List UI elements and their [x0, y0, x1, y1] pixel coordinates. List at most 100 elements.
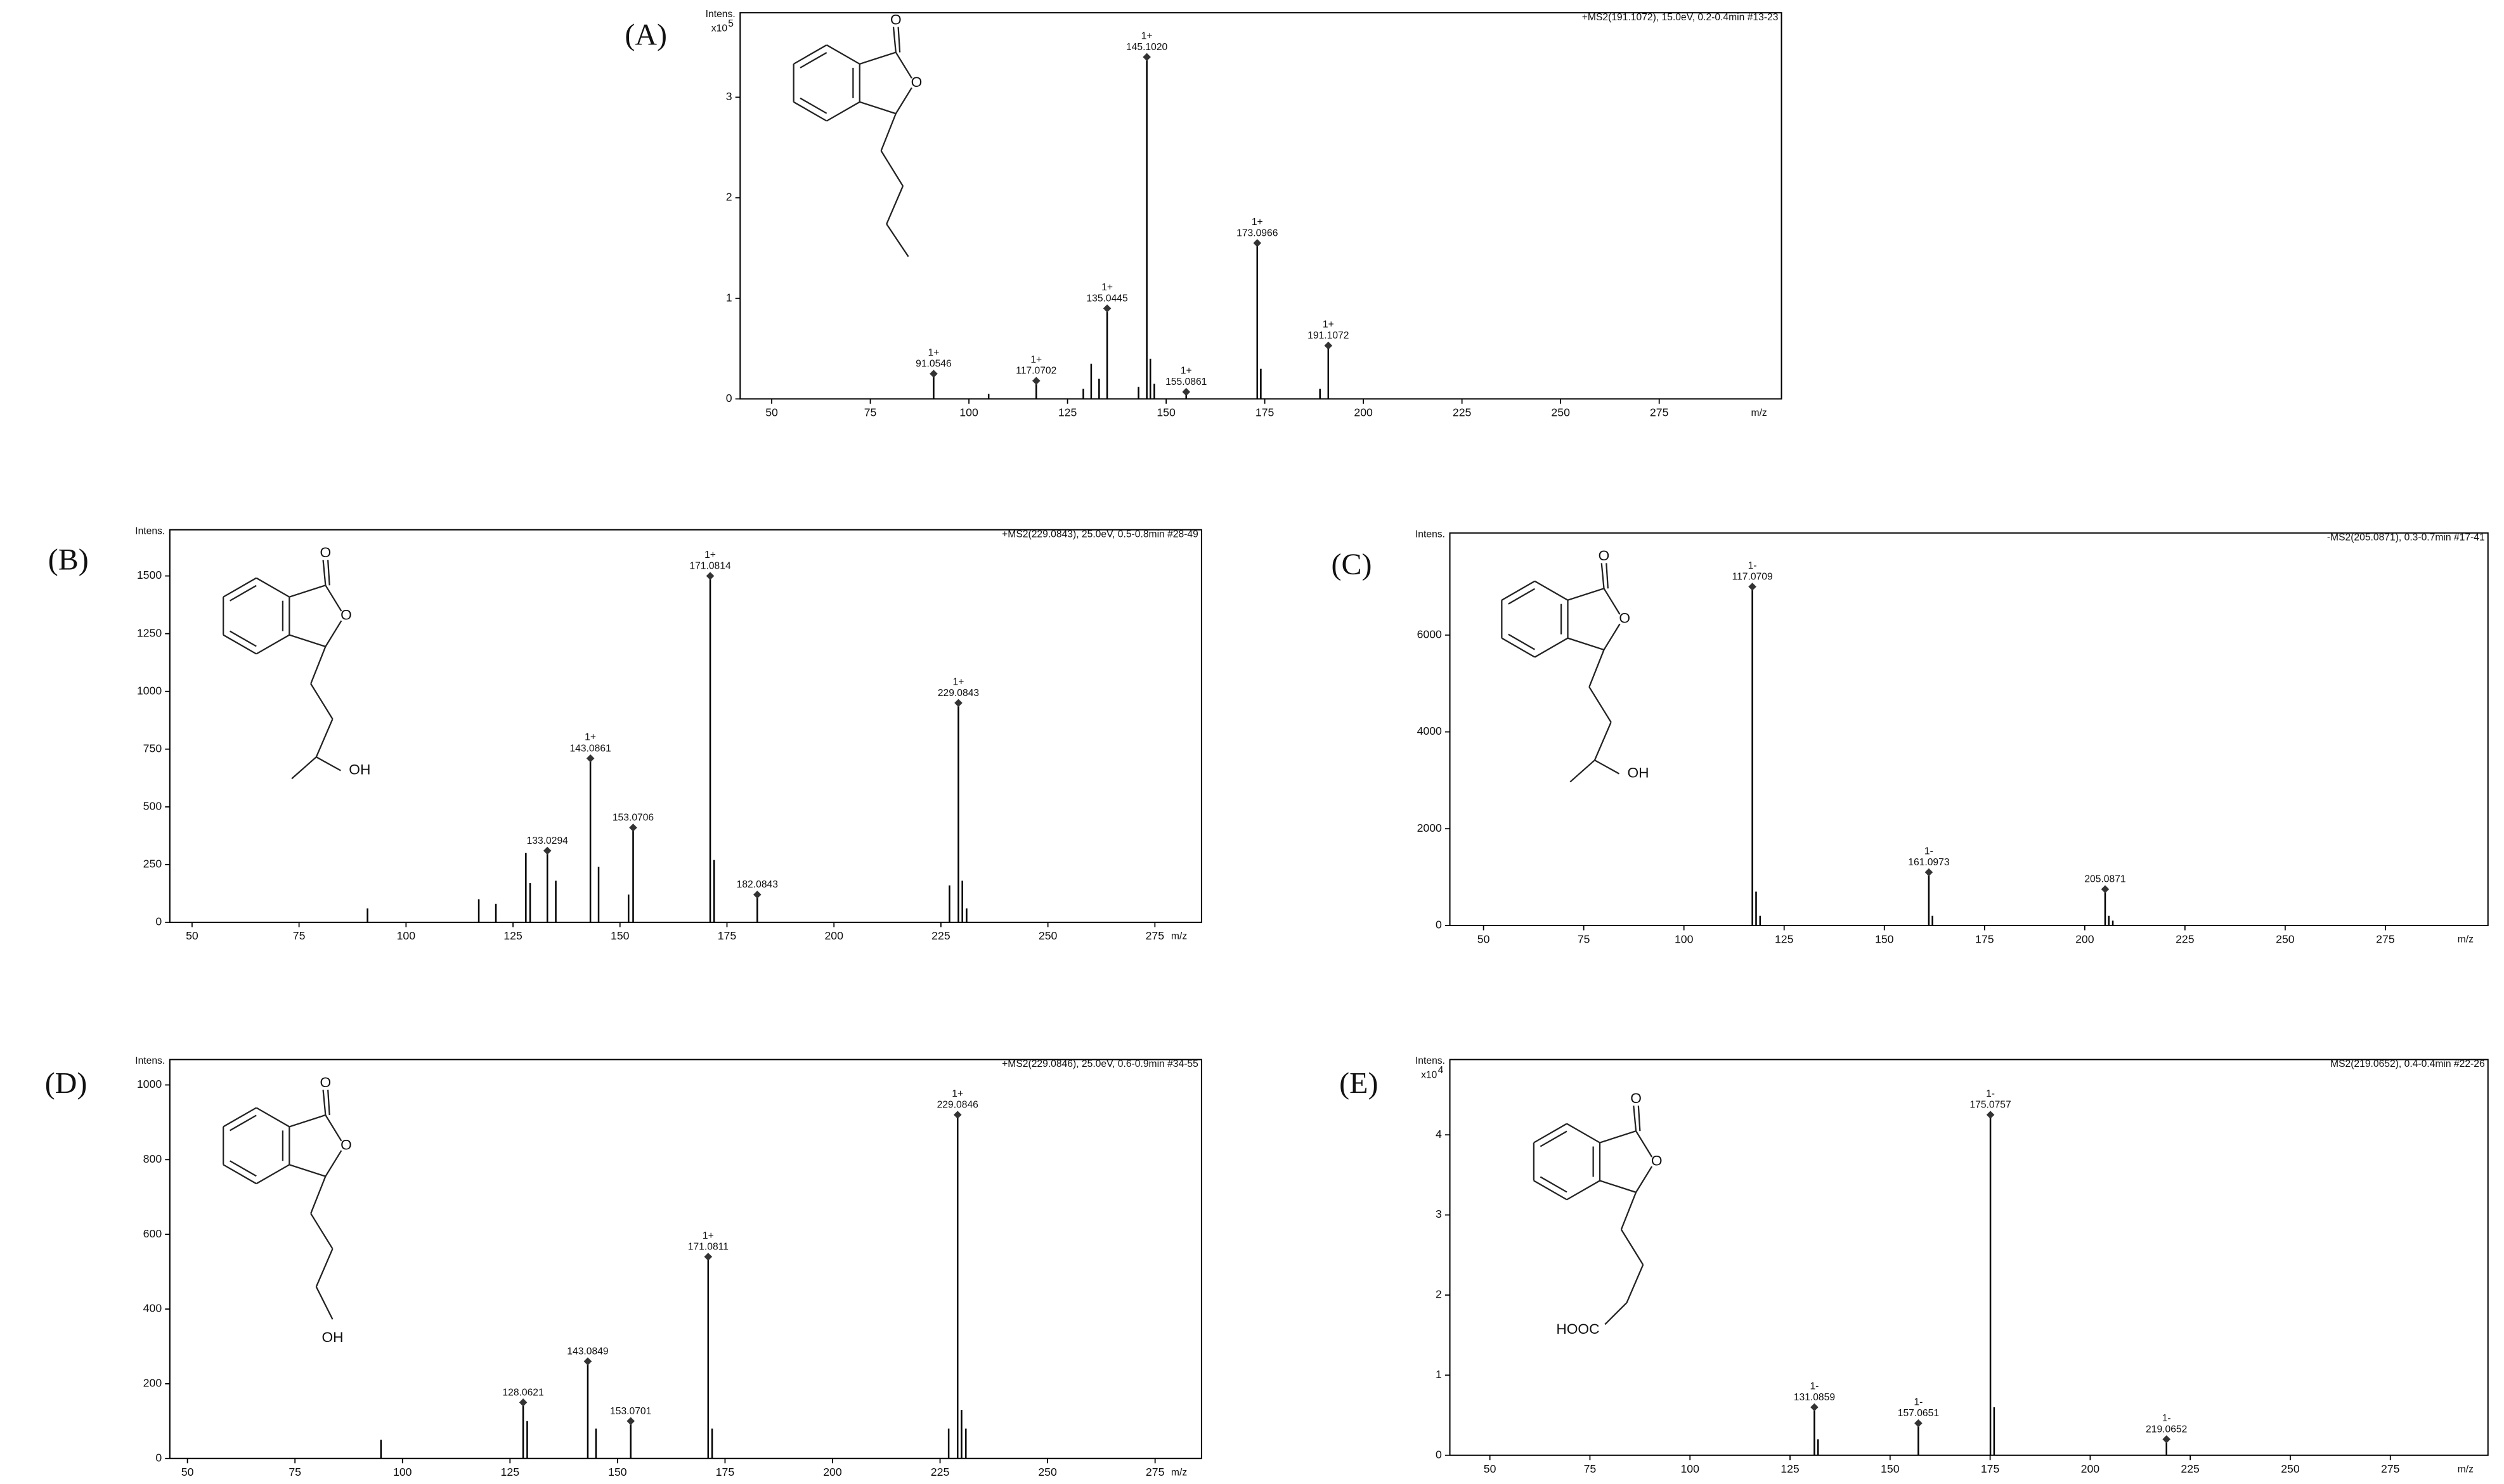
bond — [315, 1286, 334, 1320]
peak-label: 117.0702 — [1016, 366, 1056, 377]
bond — [1599, 1180, 1637, 1193]
x-tick-label: 100 — [959, 406, 978, 419]
peak-marker — [1924, 868, 1933, 877]
x-tick-label: 250 — [1039, 929, 1058, 942]
bond — [1637, 1106, 1641, 1132]
y-tick-label: 200 — [143, 1377, 162, 1390]
y-tick-label: 3 — [1436, 1208, 1442, 1220]
x-tick-label: 100 — [1675, 932, 1694, 945]
plot-frame — [1449, 1059, 2489, 1456]
y-tick-label: 0 — [1436, 919, 1442, 931]
peak-charge: 1- — [1986, 1088, 1995, 1099]
atom-label: O — [320, 1074, 332, 1090]
y-tick-label: 6000 — [1417, 628, 1443, 641]
bond — [230, 584, 257, 602]
y-tick-label: 1 — [726, 291, 732, 304]
bond — [1635, 1166, 1653, 1193]
bond — [289, 1164, 326, 1177]
panel-label: (D) — [45, 1066, 88, 1100]
peak-marker — [1914, 1419, 1923, 1428]
bond — [223, 634, 257, 655]
peak-charge: 1+ — [953, 676, 964, 687]
atom-label: HOOC — [1556, 1320, 1599, 1337]
peak-charge: 1- — [2162, 1413, 2171, 1424]
peak-marker — [543, 846, 552, 855]
bond — [1540, 1176, 1567, 1193]
y-axis-label: Intens. — [1415, 1055, 1445, 1066]
y-tick-label: 250 — [143, 858, 162, 870]
bond — [880, 113, 897, 152]
x-tick-label: 175 — [1981, 1462, 2000, 1475]
x-axis-label: m/z — [1171, 931, 1187, 942]
peak-marker — [1748, 583, 1756, 591]
x-tick-label: 175 — [718, 929, 737, 942]
bond — [230, 1114, 257, 1132]
peak-label: 133.0294 — [527, 836, 569, 846]
bond — [1620, 1229, 1644, 1265]
bond — [289, 1114, 326, 1128]
spectrum-header: +MS2(191.1072), 15.0eV, 0.2-0.4min #13-2… — [1582, 12, 1779, 23]
peak-label: 171.0811 — [688, 1242, 729, 1253]
bond — [800, 51, 827, 68]
peak-label: 135.0445 — [1086, 294, 1128, 304]
x-tick-label: 125 — [1058, 406, 1077, 419]
peak-label: 229.0846 — [937, 1100, 978, 1111]
peak-charge: 1+ — [1252, 217, 1263, 228]
bond — [1593, 721, 1612, 761]
bond — [1588, 687, 1612, 723]
bond — [256, 634, 290, 655]
bond — [1606, 563, 1609, 589]
spectrum-header: -MS2(205.0871), 0.3-0.7min #17-41 — [2327, 532, 2485, 543]
peak-marker — [706, 572, 715, 580]
plot-frame — [1449, 532, 2489, 926]
x-tick-label: 200 — [1354, 406, 1373, 419]
peak-label: 171.0814 — [689, 561, 731, 572]
peak-marker — [954, 699, 963, 707]
peak-label: 157.0651 — [1898, 1408, 1939, 1419]
y-tick-label: 2 — [1436, 1288, 1442, 1301]
peak-marker — [704, 1253, 713, 1261]
bond — [895, 87, 912, 114]
peak-marker — [583, 1357, 592, 1365]
bond — [1594, 759, 1620, 775]
x-tick-label: 225 — [931, 929, 950, 942]
atom-label: O — [1630, 1090, 1642, 1106]
x-tick-label: 200 — [2081, 1462, 2100, 1475]
x-tick-label: 275 — [1650, 406, 1669, 419]
y-tick-label: 0 — [155, 1451, 162, 1464]
x-tick-label: 125 — [503, 929, 522, 942]
peak-charge: 1+ — [928, 347, 939, 358]
x-tick-label: 100 — [1680, 1462, 1699, 1475]
bond — [223, 577, 257, 598]
panel-label: (B) — [48, 543, 89, 577]
x-tick-label: 75 — [1578, 932, 1590, 945]
x-tick-label: 75 — [864, 406, 877, 419]
x-tick-label: 225 — [931, 1466, 950, 1478]
x-tick-label: 125 — [501, 1466, 520, 1478]
x-axis-label: m/z — [2458, 1464, 2474, 1474]
y-tick-label: 2 — [726, 191, 732, 203]
bond — [1588, 649, 1605, 688]
atom-label: OH — [349, 761, 370, 778]
bond — [310, 683, 334, 719]
bond — [291, 756, 317, 780]
panel-label: (E) — [1339, 1066, 1378, 1100]
bond — [1604, 1302, 1628, 1326]
y-tick-label: 1 — [1436, 1368, 1442, 1381]
bond — [325, 584, 342, 612]
spectrum-header: MS2(219.0652), 0.4-0.4min #22-26 — [2330, 1059, 2485, 1069]
peak-charge: 1+ — [1323, 319, 1334, 330]
x-tick-label: 250 — [1551, 406, 1570, 419]
bond — [1508, 588, 1536, 605]
bond — [256, 1164, 290, 1185]
y-tick-label: 4000 — [1417, 725, 1443, 737]
y-tick-label: 800 — [143, 1152, 162, 1165]
x-tick-label: 200 — [2075, 932, 2094, 945]
atom-label: O — [1619, 610, 1630, 626]
x-tick-label: 75 — [293, 929, 306, 942]
bond — [315, 718, 334, 758]
x-tick-label: 100 — [393, 1466, 412, 1478]
peak-marker — [1810, 1403, 1819, 1412]
